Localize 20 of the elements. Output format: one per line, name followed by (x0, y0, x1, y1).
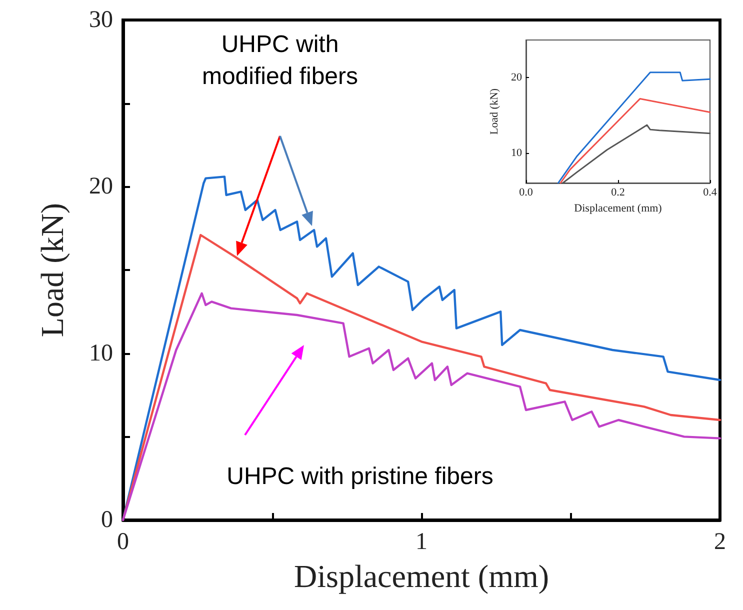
y-tick-label: 0 (101, 507, 113, 533)
y-axis-title: Load (kN) (34, 202, 70, 338)
x-axis-title: Displacement (mm) (294, 558, 550, 594)
annotation: UHPC with pristine fibers (226, 463, 494, 490)
y-tick-label: 30 (89, 7, 113, 33)
line-series (560, 98, 711, 184)
x-tick-label: 1 (416, 529, 428, 555)
x-axis-title: Displacement (mm) (574, 202, 662, 214)
x-tick-label: 0.4 (703, 186, 718, 198)
x-tick-label: 0.0 (519, 186, 534, 198)
x-tick-label: 0.2 (611, 186, 625, 198)
annotation: UHPC with modified fibers (202, 31, 358, 90)
y-tick-label: 20 (89, 174, 113, 200)
y-tick-label: 20 (511, 72, 522, 84)
x-tick-label: 2 (714, 529, 726, 555)
y-tick-label: 10 (511, 146, 522, 159)
y-axis-title: Load (kN) (488, 88, 501, 135)
line-series (557, 72, 711, 184)
y-tick-label: 10 (89, 340, 113, 366)
x-tick-label: 0 (117, 529, 129, 555)
